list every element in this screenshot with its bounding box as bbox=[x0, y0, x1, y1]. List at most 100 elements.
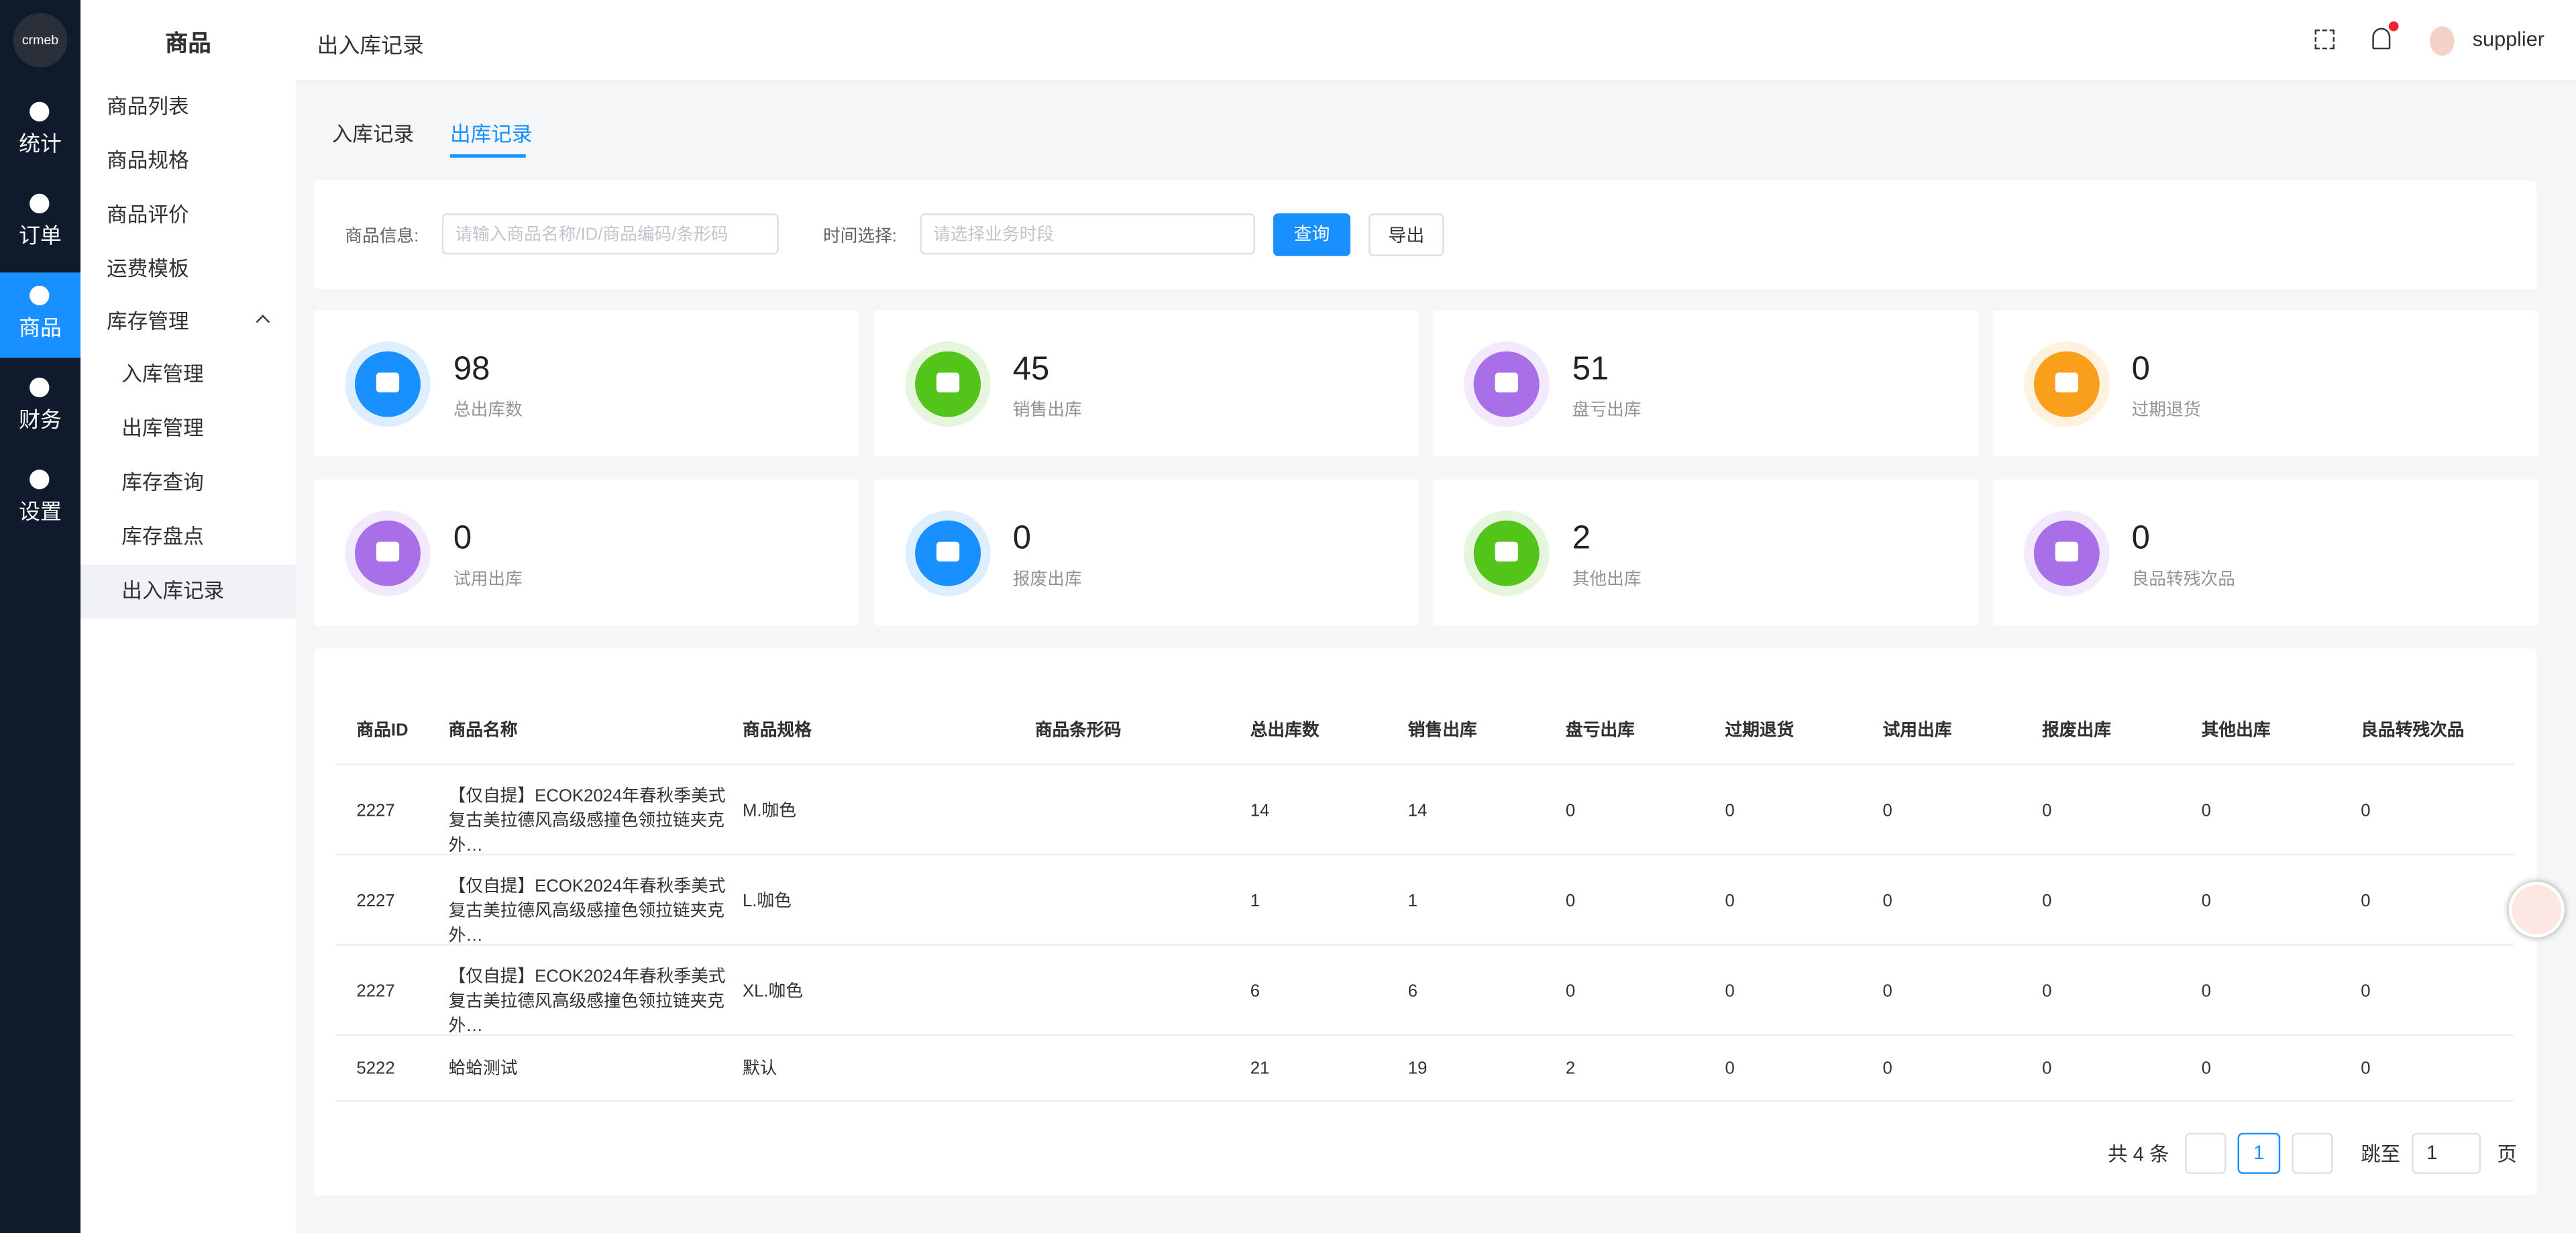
nav-icon bbox=[30, 469, 50, 490]
stat-value: 45 bbox=[1012, 351, 1050, 388]
nav-icon bbox=[30, 285, 50, 306]
cell: 【仅自提】ECOK2024年春秋季美式复古美拉德风高级感撞色领拉链夹克外… bbox=[448, 876, 726, 946]
divider bbox=[335, 944, 2514, 946]
stat-label: 盘亏出库 bbox=[1572, 400, 1642, 421]
cell: 6 bbox=[1250, 981, 1260, 1002]
stat-label: 过期退货 bbox=[2131, 400, 2201, 421]
cell: 0 bbox=[1882, 1059, 1892, 1079]
menu-item[interactable]: 运费模板 bbox=[107, 258, 189, 281]
query-button[interactable]: 查询 bbox=[1273, 213, 1351, 256]
menu-group[interactable]: 库存管理 bbox=[107, 310, 189, 333]
column-header: 其他出库 bbox=[2201, 720, 2271, 741]
pagination-total: 共 4 条 bbox=[2108, 1142, 2169, 1166]
stat-label: 总出库数 bbox=[453, 400, 523, 421]
tab-underline bbox=[450, 154, 526, 158]
cell: XL.咖色 bbox=[742, 981, 803, 1002]
breadcrumb: 出入库记录 bbox=[317, 32, 424, 58]
icon-glyph bbox=[2054, 541, 2078, 562]
cell: 2227 bbox=[356, 891, 395, 912]
stat-card: 0 试用出库 bbox=[313, 479, 859, 626]
submenu-item[interactable]: 入库管理 bbox=[121, 362, 204, 386]
menu-item[interactable]: 商品列表 bbox=[107, 95, 189, 119]
cell: 2227 bbox=[356, 981, 395, 1002]
cell: 2 bbox=[1565, 1059, 1576, 1079]
cell: 0 bbox=[2361, 981, 2371, 1002]
nav-item[interactable]: 订单 bbox=[0, 180, 80, 266]
stat-card: 0 过期退货 bbox=[1992, 310, 2538, 457]
divider bbox=[335, 1034, 2514, 1036]
cell: 0 bbox=[2201, 891, 2211, 912]
cell: 0 bbox=[2042, 891, 2052, 912]
tab[interactable]: 入库记录 bbox=[331, 123, 415, 146]
submenu-item[interactable]: 出库管理 bbox=[121, 417, 204, 440]
nav-label: 商品 bbox=[19, 315, 62, 340]
icon-glyph bbox=[1495, 541, 1518, 562]
stat-card: 45 销售出库 bbox=[873, 310, 1419, 457]
submenu-item[interactable]: 库存查询 bbox=[121, 471, 204, 494]
label: 时间选择: bbox=[822, 226, 897, 247]
page-unit: 页 bbox=[2497, 1142, 2517, 1166]
username[interactable]: supplier bbox=[2472, 28, 2544, 51]
icon-glyph bbox=[376, 372, 400, 392]
bell-icon[interactable] bbox=[2372, 28, 2391, 50]
service-avatar[interactable] bbox=[2508, 881, 2565, 938]
column-header: 总出库数 bbox=[1250, 720, 1320, 741]
prev-button[interactable] bbox=[2185, 1132, 2226, 1174]
nav-label: 财务 bbox=[19, 407, 62, 432]
cell: 0 bbox=[1565, 981, 1576, 1002]
cell: 0 bbox=[1882, 801, 1892, 821]
menu-item[interactable]: 商品规格 bbox=[107, 149, 189, 172]
stat-value: 0 bbox=[1012, 520, 1032, 557]
nav-label: 设置 bbox=[19, 499, 62, 524]
menu-item[interactable]: 商品评价 bbox=[107, 203, 189, 227]
icon-glyph bbox=[376, 541, 400, 562]
submenu-item[interactable]: 库存盘点 bbox=[121, 525, 204, 549]
tab[interactable]: 出库记录 bbox=[450, 123, 533, 146]
product-input[interactable]: 请输入商品名称/ID/商品编码/条形码 bbox=[441, 213, 779, 255]
nav-item[interactable]: 设置 bbox=[0, 456, 80, 541]
next-button[interactable] bbox=[2292, 1132, 2333, 1174]
stat-card: 0 报废出库 bbox=[873, 479, 1419, 626]
cell: 0 bbox=[1725, 981, 1735, 1002]
divider bbox=[335, 763, 2514, 765]
time-input[interactable]: 请选择业务时段 bbox=[920, 213, 1256, 255]
cell: 19 bbox=[1407, 1059, 1428, 1079]
nav-label: 订单 bbox=[19, 223, 62, 248]
cell: 1 bbox=[1407, 891, 1418, 912]
submenu-item[interactable]: 出入库记录 bbox=[121, 579, 225, 603]
stat-card: 51 盘亏出库 bbox=[1432, 310, 1978, 457]
column-header: 盘亏出库 bbox=[1565, 720, 1635, 741]
cell: 0 bbox=[2042, 1059, 2052, 1079]
label: 商品信息: bbox=[345, 226, 419, 247]
cell: L.咖色 bbox=[742, 891, 792, 912]
cell: 6 bbox=[1407, 981, 1418, 1002]
nav-icon bbox=[30, 101, 50, 122]
stat-label: 其他出库 bbox=[1572, 570, 1642, 590]
export-button[interactable]: 导出 bbox=[1368, 213, 1444, 256]
cell: 【仅自提】ECOK2024年春秋季美式复古美拉德风高级感撞色领拉链夹克外… bbox=[448, 967, 726, 1036]
cell: 0 bbox=[1565, 801, 1576, 821]
cell: 0 bbox=[2361, 891, 2371, 912]
cell: M.咖色 bbox=[742, 801, 796, 821]
nav-item[interactable]: 商品 bbox=[0, 272, 81, 358]
page-input[interactable]: 1 bbox=[2412, 1132, 2481, 1174]
icon-glyph bbox=[2054, 372, 2078, 392]
cell: 0 bbox=[2201, 1059, 2211, 1079]
nav-item[interactable]: 统计 bbox=[0, 89, 80, 174]
cell: 0 bbox=[2201, 801, 2211, 821]
stat-value: 2 bbox=[1572, 520, 1591, 557]
avatar[interactable] bbox=[2430, 26, 2455, 56]
cell: 0 bbox=[2361, 801, 2371, 821]
nav-item[interactable]: 财务 bbox=[0, 364, 80, 449]
cell: 21 bbox=[1250, 1059, 1270, 1079]
cell: 蛤蛤测试 bbox=[448, 1059, 518, 1079]
fullscreen-icon[interactable] bbox=[2314, 30, 2335, 50]
nav-icon bbox=[30, 193, 50, 214]
divider bbox=[335, 853, 2514, 856]
page-button[interactable]: 1 bbox=[2237, 1132, 2281, 1174]
table-card: 商品ID 商品名称 商品规格 商品条形码 总出库数 销售出库 盘亏出库 过期退货 试用出库 报废出… bbox=[313, 648, 2537, 1195]
column-header: 商品ID bbox=[356, 720, 409, 741]
icon-glyph bbox=[1495, 372, 1518, 392]
